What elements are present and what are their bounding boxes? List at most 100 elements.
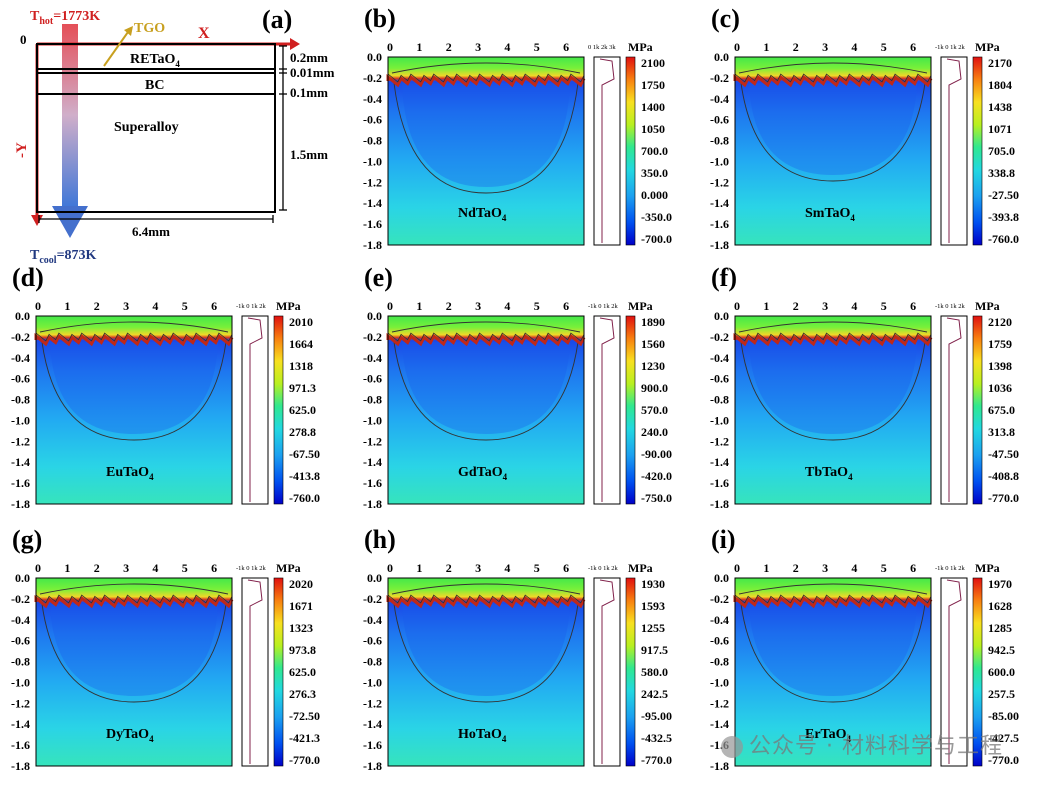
- plot-frame: [734, 56, 932, 246]
- y-tick-label: 0.0: [367, 50, 382, 64]
- y-tick-label: -0.6: [363, 634, 382, 648]
- colorbar-level-label: 700.0: [641, 144, 668, 158]
- y-tick-label: -1.8: [710, 759, 729, 773]
- profile-line: [599, 58, 615, 243]
- x-tick-label: 6: [910, 40, 916, 54]
- profile-inset: [940, 577, 968, 767]
- profile-tick-labels: -1k 0 1k 2k: [935, 44, 966, 51]
- svg-text:RETaO4: RETaO4: [130, 52, 180, 69]
- colorbar-level-label: 942.5: [988, 643, 1015, 657]
- colorbar: [972, 56, 983, 246]
- material-label: DyTaO4: [106, 727, 154, 744]
- colorbar-level-label: 242.5: [641, 687, 668, 701]
- tgo-interface-band: [733, 74, 933, 88]
- y-tick-label: -1.6: [11, 738, 30, 752]
- compression-zone: [402, 342, 570, 434]
- y-tick-label: -1.0: [363, 154, 382, 168]
- y-tick-label: -1.4: [710, 455, 729, 469]
- colorbar-level-label: 917.5: [641, 643, 668, 657]
- y-tick-label: -0.4: [363, 613, 382, 627]
- y-tick-label: -0.2: [11, 592, 30, 606]
- x-tick-label: 1: [763, 561, 769, 575]
- stress-field: [388, 57, 584, 245]
- x-tick-label: 4: [152, 561, 158, 575]
- t-cool-subscript: cool: [39, 255, 56, 266]
- profile-inset: [241, 577, 269, 767]
- y-tick-label: -1.8: [363, 497, 382, 511]
- colorbar-level-label: 1400: [641, 100, 665, 114]
- colorbar-level-label: -760.0: [988, 232, 1019, 246]
- x-tick-label: 3: [822, 561, 828, 575]
- material-label: HoTaO4: [458, 727, 507, 744]
- layer-bc-label: BC: [145, 78, 164, 93]
- profile-line: [946, 317, 962, 502]
- colorbar-level-label: -95.00: [641, 709, 672, 723]
- wechat-icon: [721, 736, 744, 758]
- x-tick-label: 5: [534, 561, 540, 575]
- contour-line: [740, 82, 926, 182]
- profile-inset: [940, 315, 968, 505]
- x-tick-label: 3: [475, 561, 481, 575]
- y-tick-label: 0.0: [367, 571, 382, 585]
- colorbar-level-label: 973.8: [289, 643, 316, 657]
- y-tick-label: -0.2: [363, 330, 382, 344]
- panel-a-label: (a): [262, 5, 292, 34]
- y-tick-label: -0.2: [11, 330, 30, 344]
- y-tick-label: -0.4: [363, 351, 382, 365]
- profile-inset: [593, 56, 621, 246]
- x-tick-label: 1: [64, 299, 70, 313]
- y-tick-label: -0.6: [710, 634, 729, 648]
- panel-label: (e): [364, 263, 393, 292]
- x-tick-label: 4: [152, 299, 158, 313]
- profile-tick-labels: 0 1k 2k 3k: [588, 44, 616, 51]
- colorbar-level-label: 2120: [988, 315, 1012, 329]
- y-tick-label: -1.4: [363, 455, 382, 469]
- contour-line: [39, 321, 229, 333]
- colorbar-level-label: 1930: [641, 577, 665, 591]
- x-tick-label: 1: [416, 561, 422, 575]
- stress-panel-f: (f) TbTaO4 0 1 2 3 4 5 6 0.0 -0.2 -0.4 -0.6 -0.8 -1.0 -…: [710, 263, 1019, 511]
- x-tick-label: 2: [446, 299, 452, 313]
- profile-line: [247, 317, 263, 502]
- x-tick-label: 5: [182, 561, 188, 575]
- colorbar-level-label: -770.0: [988, 753, 1019, 767]
- thermal-gradient-arrowhead: [52, 206, 88, 238]
- x-tick-label: 4: [851, 40, 857, 54]
- x-tick-label: 5: [534, 40, 540, 54]
- x-tick-label: 4: [851, 299, 857, 313]
- x-tick-label: 3: [822, 299, 828, 313]
- y-tick-label: -1.6: [363, 738, 382, 752]
- y-tick-label: -1.0: [710, 675, 729, 689]
- x-tick-label: 4: [504, 40, 510, 54]
- y-tick-label: -0.4: [710, 351, 729, 365]
- compression-zone: [749, 604, 917, 696]
- stress-panel-e: (e) GdTaO4 0 1 2 3 4 5 6 0.0 -0.2 -0.4 -0.6 -0.8 -1.0 -…: [363, 263, 672, 511]
- profile-tick-labels: -1k 0 1k 2k: [935, 565, 966, 572]
- colorbar-level-label: 1323: [289, 621, 313, 635]
- colorbar-level-label: -90.00: [641, 447, 672, 461]
- colorbar-level-label: 1628: [988, 599, 1012, 613]
- colorbar: [625, 577, 636, 767]
- x-tick-label: 0: [734, 40, 740, 54]
- tgo-interface-band: [34, 333, 234, 347]
- stress-field: [388, 316, 584, 504]
- colorbar-level-label: -432.5: [641, 731, 672, 745]
- colorbar-level-label: -421.3: [289, 731, 320, 745]
- t-hot-subscript: hot: [39, 16, 54, 27]
- y-tick-label: -0.4: [11, 351, 30, 365]
- profile-line: [599, 317, 615, 502]
- stress-panel-i: (i) ErTaO4 0 1 2 3 4 5 6 0.0 -0.2 -0.4 -0.6 -0.8 -1.0 -…: [710, 525, 1019, 773]
- layer-superalloy-label: Superalloy: [114, 120, 179, 135]
- y-tick-label: -1.0: [363, 413, 382, 427]
- colorbar-level-label: 1560: [641, 337, 665, 351]
- y-tick-label: -1.8: [710, 238, 729, 252]
- colorbar: [625, 315, 636, 505]
- material-label: GdTaO4: [458, 465, 508, 482]
- x-axis-arrowhead: [290, 38, 300, 50]
- y-tick-label: -0.8: [710, 655, 729, 669]
- y-tick-label: -0.8: [363, 393, 382, 407]
- contour-line: [740, 603, 926, 703]
- x-tick-label: 5: [881, 299, 887, 313]
- colorbar-level-label: 1970: [988, 577, 1012, 591]
